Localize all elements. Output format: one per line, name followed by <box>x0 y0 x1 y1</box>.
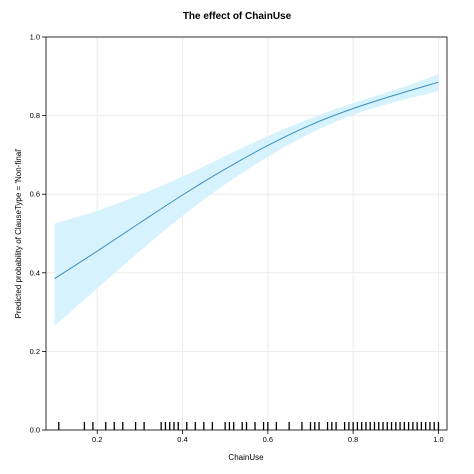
fit-line <box>54 81 439 280</box>
y-tick-label: 0.0 <box>30 426 40 435</box>
confidence-band <box>54 74 439 326</box>
y-tick-label: 1.0 <box>30 33 40 42</box>
y-tick-label: 0.6 <box>30 190 40 199</box>
plot-frame <box>45 36 448 431</box>
axis-ticks: 0.2 0.4 0.6 0.8 1.0 0.0 0.2 0.4 0.6 0.8 1.0 <box>30 33 444 445</box>
y-tick-label: 0.4 <box>30 268 40 277</box>
rug <box>58 422 440 430</box>
y-tick-label: 0.2 <box>30 347 40 356</box>
x-tick-label: 0.4 <box>177 435 187 444</box>
x-tick-label: 0.2 <box>92 435 102 444</box>
x-tick-label: 0.8 <box>348 435 358 444</box>
x-tick-label: 0.6 <box>263 435 273 444</box>
y-tick-label: 0.8 <box>30 111 40 120</box>
x-tick-label: 1.0 <box>433 435 443 444</box>
y-axis-label: Predicted probability of ClauseType = 'N… <box>14 148 23 319</box>
chart-title: The effect of ChainUse <box>183 11 292 22</box>
x-axis-label: ChainUse <box>228 453 264 462</box>
